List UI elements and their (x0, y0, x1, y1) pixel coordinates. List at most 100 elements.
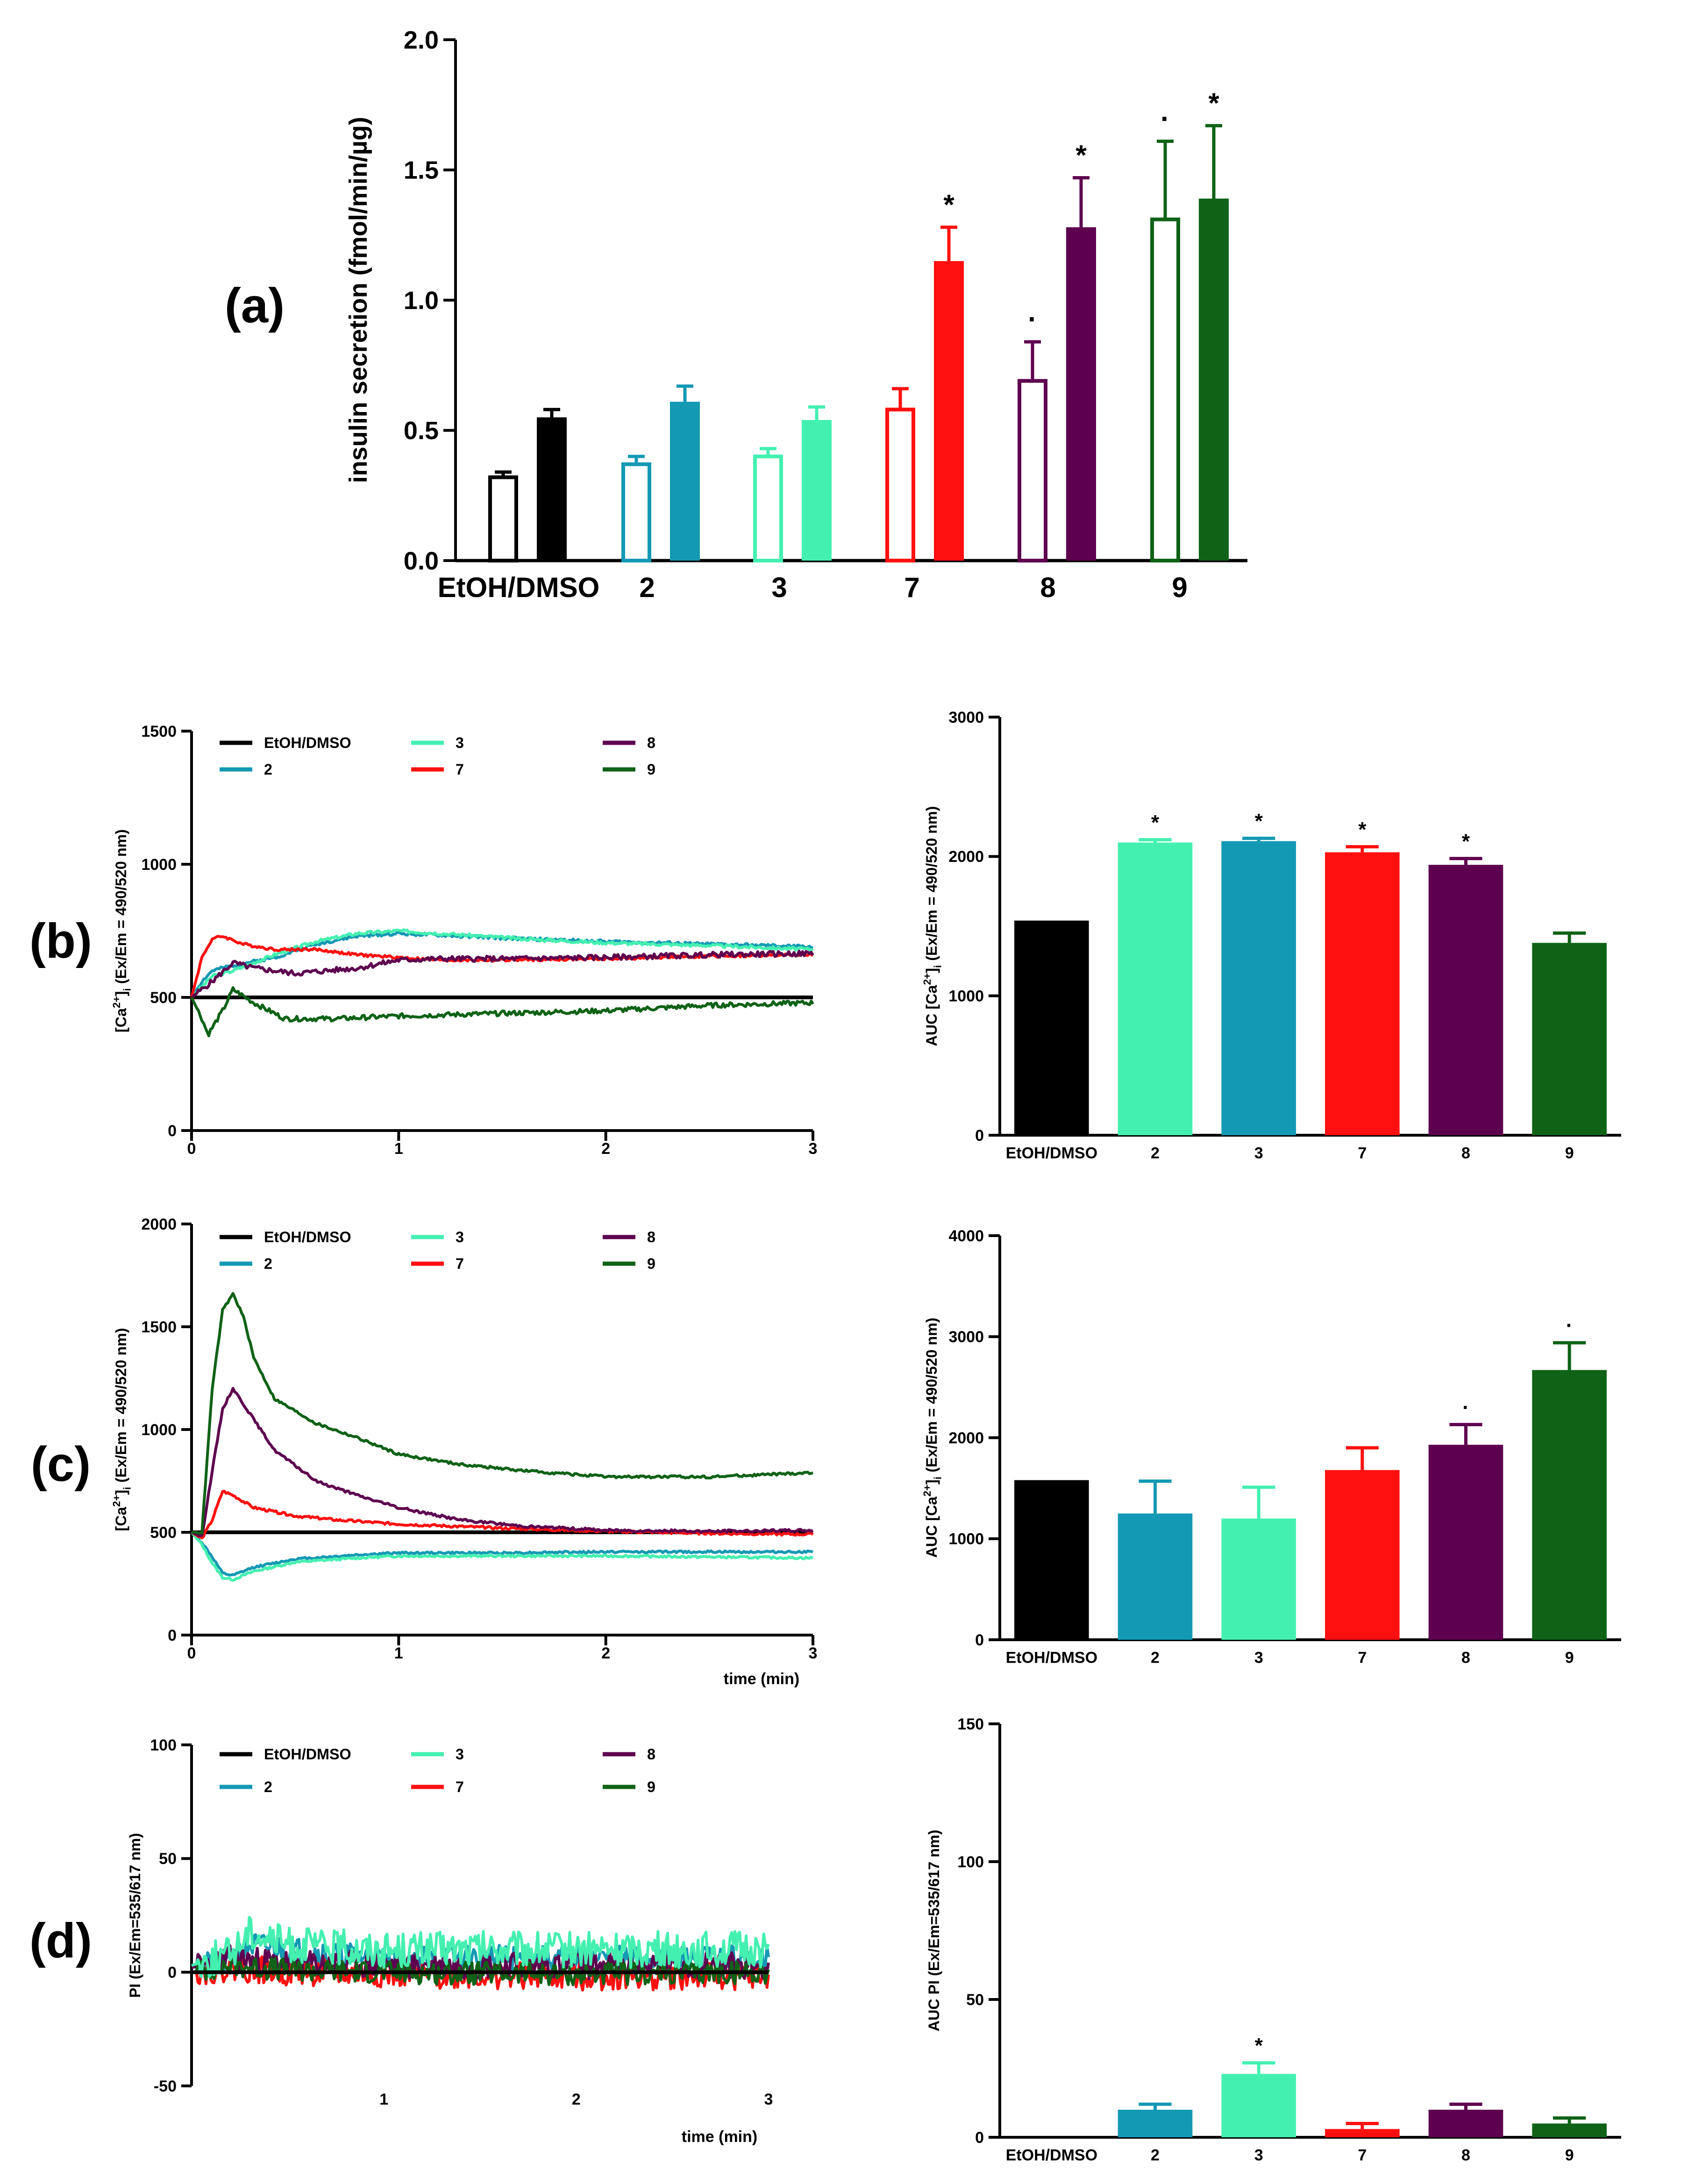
bar-filled (1199, 199, 1229, 561)
x-category-label: 8 (1461, 2146, 1470, 2164)
x-category-label: 8 (1461, 1144, 1470, 1162)
bar-d_bar (1118, 2110, 1193, 2137)
chart-d_line: -50 0 50 100 1 2 3 EtOH/DMSO 2 3 7 8 9 time (min) PI (… (127, 1736, 773, 2146)
bar-c_bar (1532, 1370, 1607, 1640)
y-tick-label: 1500 (141, 1318, 177, 1336)
y-axis-title: [Ca2+]i (Ex/Em = 490/520 nm) (111, 1328, 133, 1531)
y-tick-label: 0.5 (404, 417, 439, 445)
legend-label: 7 (456, 761, 464, 778)
y-axis-title: AUC [Ca2+]i (Ex/Em = 490/520 nm) (921, 1317, 944, 1558)
series-line (190, 1531, 814, 1577)
y-axis-title-part: ] (113, 1490, 129, 1495)
series-line (192, 1292, 813, 1535)
significance-mark: · (1028, 304, 1037, 335)
bar-b_bar (1014, 920, 1089, 1135)
y-axis-title-part: (Ex/Em = 490/520 nm) (113, 829, 129, 988)
x-tick-label: 3 (809, 1140, 818, 1158)
legend-label: 8 (647, 1229, 655, 1245)
y-tick-label: 2.0 (404, 26, 439, 54)
x-category-label: 9 (1565, 2146, 1574, 2164)
y-tick-label: 1000 (948, 988, 984, 1005)
legend-label: 3 (456, 1746, 464, 1763)
x-tick-label: 2 (601, 1644, 610, 1662)
chart-a: 0.0 0.5 1.0 1.5 2.0 EtOH/DMSO 2 3 * 7 · * 8 · * 9 insuli… (225, 26, 1247, 603)
y-tick-label: 1000 (141, 1421, 177, 1439)
y-axis-title-part: (Ex/Em = 490/520 nm) (113, 1328, 129, 1487)
y-tick-label: 100 (150, 1736, 177, 1754)
x-category-label: EtOH/DMSO (1006, 1144, 1097, 1162)
y-tick-label: 150 (957, 1715, 984, 1733)
legend-label: 9 (647, 761, 655, 778)
x-category-label: 7 (1358, 1144, 1367, 1162)
legend-label: 2 (264, 761, 272, 778)
y-axis-title: insulin secretion (fmol/min/µg) (344, 117, 372, 483)
significance-mark: * (1358, 818, 1367, 841)
significance-mark: · (1566, 1314, 1573, 1337)
y-tick-label: 0 (168, 1964, 177, 1982)
legend-label: 9 (647, 1779, 655, 1795)
bar-b_bar (1325, 852, 1400, 1135)
series-line (190, 986, 814, 1038)
bar-c_bar (1428, 1444, 1503, 1640)
y-tick-label: 500 (150, 989, 177, 1007)
legend-label: EtOH/DMSO (264, 1229, 351, 1245)
bar-d_bar (1221, 2074, 1296, 2137)
bar-c_bar (1221, 1518, 1296, 1640)
x-category-label: 9 (1172, 572, 1187, 603)
significance-mark: * (1208, 87, 1219, 119)
y-axis-title-part: ] (113, 991, 129, 996)
legend-label: 9 (647, 1255, 655, 1272)
x-tick-label: 1 (394, 1644, 403, 1662)
y-tick-label: 0 (975, 1631, 984, 1649)
y-axis-title-part: (Ex/Em = 490/520 nm) (923, 806, 940, 965)
x-category-label: 7 (1358, 2146, 1367, 2164)
y-axis-title-part: [Ca (113, 1506, 129, 1531)
x-category-label: 3 (1254, 2146, 1263, 2164)
x-tick-label: 3 (764, 2091, 773, 2108)
bar-c_bar (1325, 1470, 1400, 1640)
y-tick-label: 2000 (948, 848, 984, 866)
y-axis-title-part: 2+ (111, 1495, 122, 1507)
significance-mark: * (1255, 2035, 1263, 2057)
y-tick-label: 3000 (948, 1328, 984, 1346)
significance-mark: · (1161, 103, 1170, 134)
y-axis-title-part: i (932, 1477, 944, 1480)
y-tick-label: 500 (150, 1524, 177, 1542)
y-axis-title: AUC PI (Ex/Em=535/617 nm) (926, 1830, 942, 2032)
series-line (191, 1387, 814, 1537)
x-tick-label: 1 (394, 1140, 403, 1158)
series-line (190, 1531, 814, 1582)
x-category-label: 3 (1254, 1649, 1263, 1666)
chart-c_line: 0 500 1000 1500 2000 0 1 2 3 EtOH/DMSO 2 3 7 8 9 time (… (111, 1216, 817, 1688)
bar-filled (934, 261, 964, 561)
y-tick-label: 2000 (141, 1216, 177, 1233)
x-category-label: 2 (1151, 1649, 1160, 1666)
x-category-label: 8 (1040, 572, 1055, 603)
chart-b_line: 0 500 1000 1500 0 1 2 3 EtOH/DMSO 2 3 7 8 9 [Ca2+]i (E… (111, 723, 817, 1158)
legend-label: 2 (264, 1779, 272, 1795)
y-tick-label: 4000 (948, 1227, 984, 1245)
y-axis-title: PI (Ex/Em=535/617 nm) (127, 1833, 143, 1998)
bar-filled (537, 417, 567, 561)
y-tick-label: 0.0 (404, 547, 439, 575)
y-axis-title: [Ca2+]i (Ex/Em = 490/520 nm) (111, 829, 133, 1032)
x-category-label: 2 (1151, 1144, 1160, 1162)
bar-c_bar (1014, 1480, 1089, 1640)
y-axis-title-part: AUC [Ca (923, 1496, 940, 1558)
y-tick-label: 0 (168, 1122, 177, 1140)
legend-label: 8 (647, 1746, 655, 1763)
bar-open (488, 475, 518, 562)
x-axis-title: time (min) (682, 2128, 757, 2146)
significance-mark: * (943, 189, 954, 220)
y-tick-label: 50 (966, 1991, 984, 2009)
panel-label: (b) (29, 914, 92, 968)
panel-label: (c) (31, 1437, 91, 1492)
bar-b_bar (1118, 842, 1193, 1135)
y-axis-title-part: (Ex/Em = 490/520 nm) (923, 1317, 940, 1476)
x-tick-label: 3 (809, 1644, 818, 1662)
bar-filled (1066, 227, 1096, 561)
y-tick-label: 2000 (948, 1429, 984, 1447)
chart-b_bar: 0 1000 2000 3000 EtOH/DMSO * 2 * 3 * 7 * 8 9 AUC [Ca2+… (921, 709, 1621, 1162)
bar-open (1018, 379, 1047, 562)
legend-label: EtOH/DMSO (264, 1746, 351, 1763)
